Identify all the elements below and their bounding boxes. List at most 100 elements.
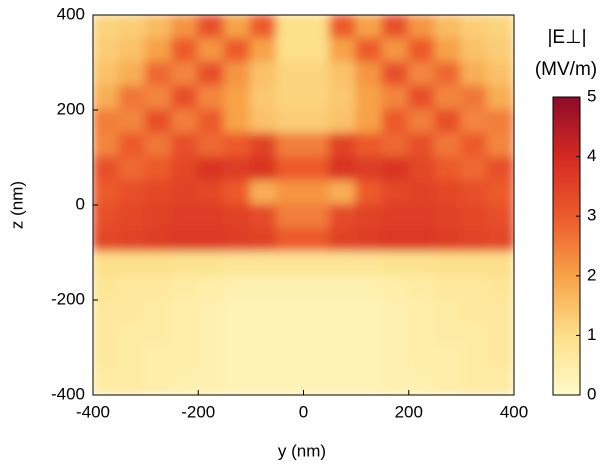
heat-cell	[170, 322, 200, 349]
heat-cell	[170, 15, 200, 40]
heat-cell	[118, 227, 147, 254]
heat-cell	[302, 322, 331, 349]
heat-cell	[118, 85, 147, 111]
heat-cell	[434, 15, 463, 40]
heat-cell	[434, 227, 463, 254]
heat-cell	[460, 156, 489, 183]
colorbar-title: |E⊥|	[547, 27, 586, 48]
heat-cell	[434, 346, 463, 373]
heat-cell	[460, 251, 489, 278]
heat-cell	[276, 156, 305, 183]
heat-cell	[276, 370, 305, 395]
heat-cell	[170, 180, 200, 206]
heat-cell	[276, 109, 305, 135]
y-tick-label: -200	[51, 289, 85, 308]
heat-cell	[381, 15, 410, 40]
heat-cell	[276, 85, 305, 111]
heat-cell	[249, 85, 279, 111]
heat-cell	[434, 204, 463, 230]
heat-cell	[407, 156, 437, 183]
heat-cell	[93, 15, 121, 40]
heat-cell	[170, 227, 200, 254]
heat-cell	[223, 370, 252, 395]
heat-cell	[223, 251, 252, 278]
heat-cell	[249, 227, 279, 254]
heat-cell	[197, 322, 226, 349]
heat-cell	[328, 37, 358, 64]
heat-cell	[93, 85, 121, 111]
heat-cell	[355, 15, 384, 40]
heat-cell	[328, 275, 358, 301]
heat-cell	[118, 251, 147, 278]
heat-cell	[197, 109, 226, 135]
heat-cell	[93, 37, 121, 64]
heat-cell	[197, 346, 226, 373]
heat-cell	[407, 275, 437, 301]
heat-cell	[197, 15, 226, 40]
heat-cell	[460, 85, 489, 111]
heat-cell	[434, 180, 463, 206]
heat-cell	[460, 322, 489, 349]
heat-cell	[302, 346, 331, 373]
heat-cell	[355, 275, 384, 301]
heat-cell	[144, 180, 173, 206]
heat-cell	[486, 37, 514, 64]
heat-cell	[460, 346, 489, 373]
heat-cell	[170, 275, 200, 301]
colorbar	[552, 96, 581, 396]
heat-cell	[486, 370, 514, 395]
heat-cell	[197, 299, 226, 325]
heat-cell	[460, 275, 489, 301]
heat-cell	[407, 227, 437, 254]
heat-cell	[170, 132, 200, 159]
heat-cell	[118, 156, 147, 183]
heat-cell	[355, 346, 384, 373]
heat-cell	[276, 180, 305, 206]
heat-cell	[355, 251, 384, 278]
heat-cell	[328, 156, 358, 183]
heat-cell	[355, 109, 384, 135]
colorbar-tick-label: 1	[587, 325, 596, 344]
heat-cell	[434, 109, 463, 135]
heat-cell	[276, 37, 305, 64]
heat-cell	[144, 370, 173, 395]
heat-cell	[355, 204, 384, 230]
heat-cell	[486, 15, 514, 40]
heat-cell	[381, 346, 410, 373]
heat-cell	[407, 132, 437, 159]
heat-cell	[118, 37, 147, 64]
heat-cell	[434, 251, 463, 278]
heat-cell	[93, 275, 121, 301]
heat-cell	[381, 85, 410, 111]
heat-cell	[118, 132, 147, 159]
heat-cell	[460, 132, 489, 159]
heat-cell	[144, 204, 173, 230]
heat-cell	[381, 370, 410, 395]
heat-cell	[223, 227, 252, 254]
heat-cell	[355, 156, 384, 183]
heat-cell	[223, 346, 252, 373]
heat-cell	[486, 180, 514, 206]
heat-cell	[144, 275, 173, 301]
x-tick-label: -400	[76, 402, 110, 421]
heat-cell	[381, 251, 410, 278]
heat-cell	[328, 299, 358, 325]
heat-cell	[302, 370, 331, 395]
heat-cell	[328, 15, 358, 40]
colorbar-tick-label: 0	[587, 384, 596, 403]
heat-cell	[170, 299, 200, 325]
heat-cell	[328, 85, 358, 111]
heat-cell	[381, 322, 410, 349]
heat-cell	[93, 109, 121, 135]
heat-cell	[144, 299, 173, 325]
heat-cell	[223, 204, 252, 230]
heat-cell	[249, 109, 279, 135]
heat-cell	[355, 299, 384, 325]
heat-cell	[434, 61, 463, 88]
heat-cell	[328, 204, 358, 230]
heat-cell	[434, 299, 463, 325]
heatmap	[93, 15, 514, 395]
heat-cell	[460, 109, 489, 135]
heat-cell	[144, 15, 173, 40]
heat-cell	[223, 156, 252, 183]
